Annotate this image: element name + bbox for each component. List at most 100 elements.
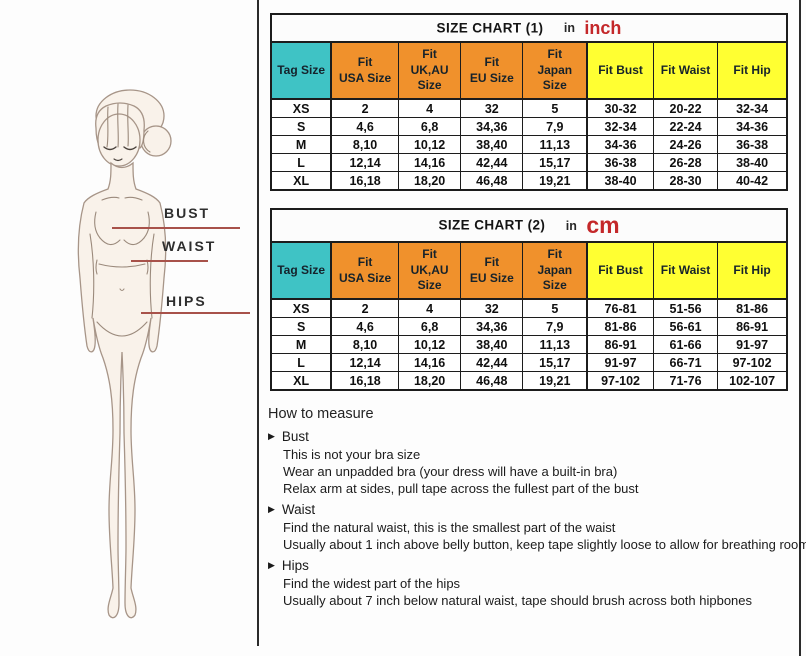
tag-size-cell: XS [270,298,333,318]
column-header: Fit USA Size [330,241,399,300]
size-chart-cm-table: SIZE CHART (2) in cm Tag Size Fit USA Siz… [270,208,788,391]
tag-size-cell: S [270,117,333,136]
size-value-cell: 61-66 [652,335,719,354]
panel-divider-line [257,0,259,646]
tag-size-cell: XS [270,98,333,118]
measure-instruction-line: This is not your bra size [283,447,421,462]
size-value-cell: 81-86 [717,298,788,318]
column-header: Fit UK,AU Size [397,241,462,300]
tag-size-cell: S [270,317,333,336]
column-header: Fit EU Size [460,41,524,100]
size-value-cell: 7,9 [522,117,588,136]
size-value-cell: 16,18 [330,171,399,191]
bullet-arrow-icon: ▶ [268,560,275,570]
size-value-cell: 26-28 [652,153,719,172]
table-row: S 4,6 6,8 34,36 7,9 32-34 22-24 34-36 [270,117,788,136]
size-value-cell: 6,8 [397,317,462,336]
size-value-cell: 15,17 [522,153,588,172]
table-title-cell: SIZE CHART (2) in cm [270,208,788,243]
measure-section: ▶ Bust This is not your bra size Wear an un… [268,429,802,497]
size-value-cell: 19,21 [522,371,588,391]
table-title: SIZE CHART (1) [436,20,544,36]
size-value-cell: 30-32 [586,98,654,118]
table-title-cell: SIZE CHART (1) in inch [270,13,788,43]
size-value-cell: 86-91 [586,335,654,354]
size-value-cell: 15,17 [522,353,588,372]
size-value-cell: 11,13 [522,335,588,354]
header-row: Tag Size Fit USA Size Fit UK,AU Size Fit EU… [270,41,788,100]
size-value-cell: 86-91 [717,317,788,336]
unit-cm-label: cm [586,212,620,238]
size-value-cell: 42,44 [460,353,524,372]
size-value-cell: 4 [397,298,462,318]
size-value-cell: 32-34 [586,117,654,136]
measure-section-header: ▶ Hips [268,558,802,573]
size-value-cell: 10,12 [397,135,462,154]
column-header: Fit EU Size [460,241,524,300]
size-value-cell: 24-26 [652,135,719,154]
size-value-cell: 51-56 [652,298,719,318]
size-value-cell: 14,16 [397,353,462,372]
size-value-cell: 34,36 [460,317,524,336]
column-header: Fit Japan Size [522,41,588,100]
bust-measure-line [112,227,240,229]
size-value-cell: 32-34 [717,98,788,118]
column-header: Fit Hip [717,241,788,300]
size-value-cell: 71-76 [652,371,719,391]
size-value-cell: 2 [330,298,399,318]
measure-instruction-line: Find the natural waist, this is the smal… [283,520,616,535]
measure-instruction-line: Find the widest part of the hips [283,576,461,591]
size-value-cell: 14,16 [397,153,462,172]
size-value-cell: 16,18 [330,371,399,391]
column-header: Fit Bust [586,241,654,300]
tag-size-cell: M [270,135,333,154]
table-row: L 12,14 14,16 42,44 15,17 36-38 26-28 38-40 [270,153,788,172]
size-rows-inch: XS 2 4 32 5 30-32 20-22 32-34 S 4,6 6,8 34,36 7,9 32-… [270,98,788,191]
column-header: Fit Waist [652,41,719,100]
table-row: XS 2 4 32 5 76-81 51-56 81-86 [270,298,788,318]
column-header: Fit UK,AU Size [397,41,462,100]
column-header: Tag Size [270,241,333,300]
size-value-cell: 20-22 [652,98,719,118]
size-value-cell: 4,6 [330,317,399,336]
size-value-cell: 34-36 [717,117,788,136]
measure-section-label: Hips [281,558,309,573]
size-value-cell: 12,14 [330,353,399,372]
size-value-cell: 22-24 [652,117,719,136]
size-value-cell: 38,40 [460,135,524,154]
tag-size-cell: L [270,353,333,372]
unit-inch-label: inch [584,17,622,38]
header-row: Tag Size Fit USA Size Fit UK,AU Size Fit EU… [270,241,788,300]
size-value-cell: 38-40 [586,171,654,191]
table-title-row: SIZE CHART (2) in cm [270,208,788,243]
table-title: SIZE CHART (2) [438,217,546,233]
measurement-figure-panel: BUST WAIST HIPS [0,0,257,656]
hips-measure-line [141,312,250,314]
table-row: L 12,14 14,16 42,44 15,17 91-97 66-71 97-102 [270,353,788,372]
size-value-cell: 40-42 [717,171,788,191]
measure-section-label: Bust [281,429,309,444]
table-row: M 8,10 10,12 38,40 11,13 34-36 24-26 36-38 [270,135,788,154]
size-value-cell: 91-97 [717,335,788,354]
tag-size-cell: XL [270,371,333,391]
measure-instruction-line: Wear an unpadded bra (your dress will ha… [283,464,618,479]
size-value-cell: 34-36 [586,135,654,154]
size-value-cell: 2 [330,98,399,118]
table-row: XL 16,18 18,20 46,48 19,21 97-102 71-76 102-107 [270,371,788,391]
table-row: M 8,10 10,12 38,40 11,13 86-91 61-66 91-97 [270,335,788,354]
table-title-row: SIZE CHART (1) in inch [270,13,788,43]
measure-section: ▶ Hips Find the widest part of the hips Usu… [268,558,802,609]
size-value-cell: 36-38 [586,153,654,172]
size-value-cell: 18,20 [397,171,462,191]
size-rows-cm: XS 2 4 32 5 76-81 51-56 81-86 S 4,6 6,8 34,36 7,9 81-… [270,298,788,391]
size-value-cell: 38,40 [460,335,524,354]
size-value-cell: 102-107 [717,371,788,391]
size-value-cell: 38-40 [717,153,788,172]
waist-label: WAIST [162,238,217,254]
bullet-arrow-icon: ▶ [268,431,275,441]
size-value-cell: 4 [397,98,462,118]
size-value-cell: 42,44 [460,153,524,172]
bullet-arrow-icon: ▶ [268,504,275,514]
how-to-measure-heading: How to measure [268,406,374,422]
